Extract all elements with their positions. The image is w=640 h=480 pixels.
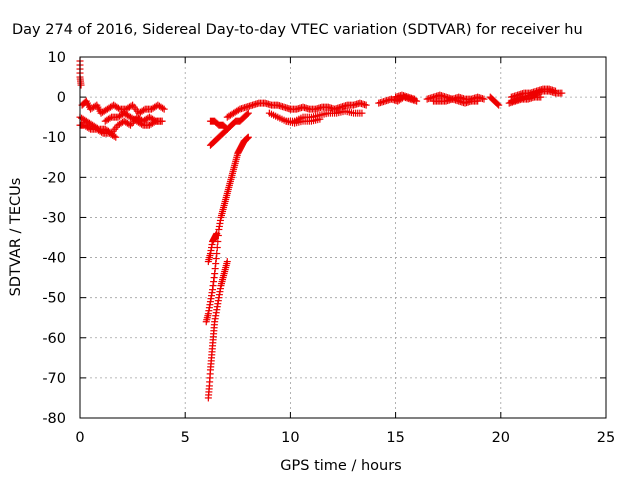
data-point xyxy=(114,104,122,112)
y-tick-label: -60 xyxy=(42,331,66,347)
data-point xyxy=(127,102,135,110)
y-tick-label: -50 xyxy=(42,291,66,307)
data-points xyxy=(76,57,566,402)
data-point xyxy=(316,115,324,123)
y-tick-label: -70 xyxy=(42,371,66,387)
data-point xyxy=(362,101,370,109)
y-tick-label: -20 xyxy=(42,170,66,186)
data-point xyxy=(223,258,231,266)
data-point xyxy=(159,104,167,112)
chart-title: Day 274 of 2016, Sidereal Day-to-day VTE… xyxy=(12,22,583,38)
data-point xyxy=(112,133,120,141)
y-tick-label: 0 xyxy=(57,90,66,106)
y-tick-label: -40 xyxy=(42,251,66,267)
data-point xyxy=(106,114,114,122)
axis-ticks: 0 5 10 15 20 25 10 0 -10 -20 -30 -40 -50 -60 -70 -80 xyxy=(42,50,615,446)
data-point xyxy=(214,238,222,246)
data-point xyxy=(138,120,146,128)
data-point xyxy=(480,95,488,103)
x-axis-label: GPS time / hours xyxy=(280,458,401,474)
y-tick-label: 10 xyxy=(48,50,66,66)
data-point xyxy=(222,124,230,132)
data-point xyxy=(234,106,242,114)
data-point xyxy=(494,100,502,108)
data-point xyxy=(552,87,560,95)
data-point xyxy=(537,93,545,101)
data-point xyxy=(243,110,251,118)
x-tick-label: 5 xyxy=(181,430,190,446)
plot-frame xyxy=(79,56,607,419)
data-point xyxy=(244,109,252,117)
y-axis-label: SDTVAR / TECUs xyxy=(8,178,24,297)
data-point xyxy=(85,124,93,132)
data-point xyxy=(358,109,366,117)
data-point xyxy=(77,81,85,89)
y-tick-label: -30 xyxy=(42,210,66,226)
y-tick-label: -80 xyxy=(42,411,66,427)
data-point xyxy=(214,231,222,239)
data-point xyxy=(244,133,252,141)
data-point xyxy=(98,128,106,136)
data-point xyxy=(125,120,133,128)
grid-lines xyxy=(80,57,606,418)
data-point xyxy=(158,117,166,125)
data-point xyxy=(140,106,148,114)
x-tick-label: 20 xyxy=(492,430,510,446)
data-point xyxy=(160,105,168,113)
data-point xyxy=(213,250,221,258)
x-tick-label: 0 xyxy=(75,430,84,446)
x-tick-label: 25 xyxy=(597,430,615,446)
data-point xyxy=(150,118,158,126)
data-point xyxy=(213,244,221,252)
data-point xyxy=(474,97,482,105)
data-point xyxy=(223,125,231,133)
y-tick-label: -10 xyxy=(42,130,66,146)
data-point xyxy=(495,101,503,109)
x-tick-label: 10 xyxy=(281,430,299,446)
data-point xyxy=(110,132,118,140)
data-point xyxy=(411,95,419,103)
data-point xyxy=(558,89,566,97)
x-tick-label: 15 xyxy=(386,430,404,446)
